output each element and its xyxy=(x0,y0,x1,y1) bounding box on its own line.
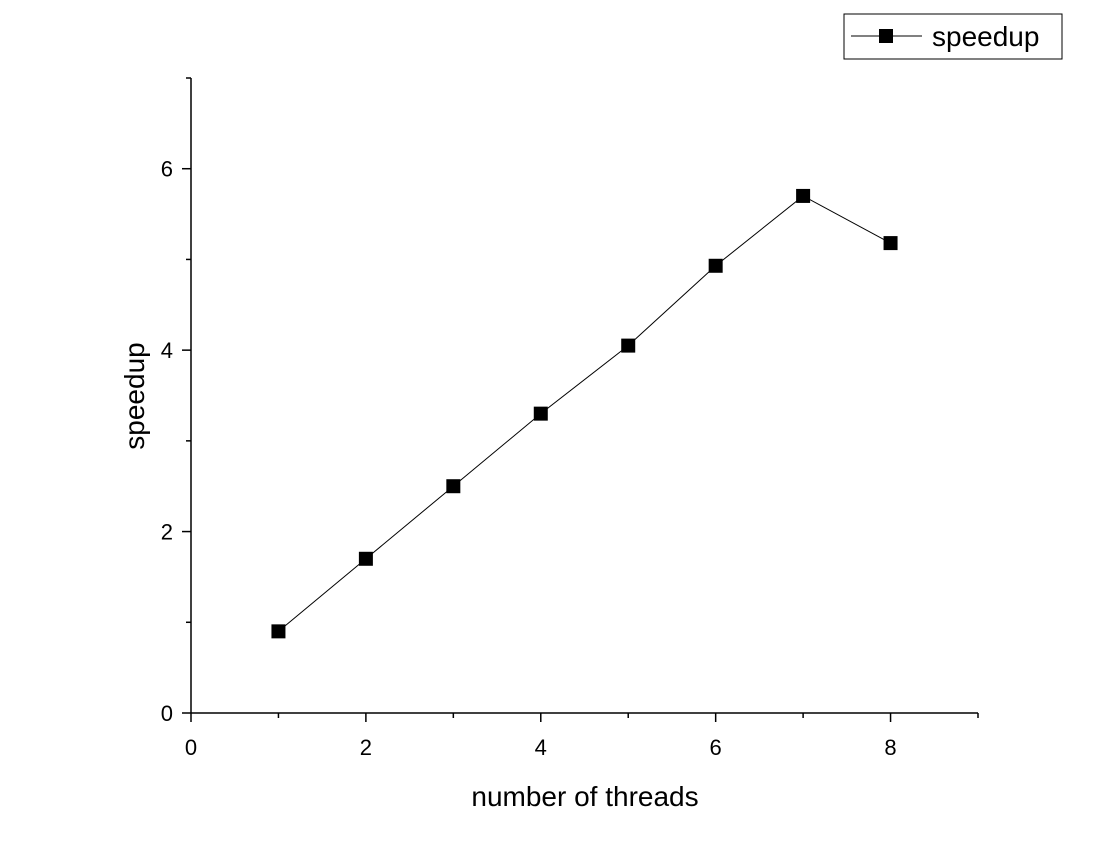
data-point xyxy=(708,258,723,273)
x-tick-label: 4 xyxy=(535,735,547,760)
data-point xyxy=(621,338,636,353)
data-point xyxy=(271,624,286,639)
data-point xyxy=(358,551,373,566)
x-tick-label: 6 xyxy=(710,735,722,760)
data-point xyxy=(446,479,461,494)
data-point xyxy=(796,188,811,203)
x-axis-title: number of threads xyxy=(471,781,698,812)
series-layer xyxy=(271,188,898,639)
x-tick-label: 8 xyxy=(884,735,896,760)
series-line xyxy=(278,195,891,632)
y-tick-label: 4 xyxy=(161,338,173,363)
x-tick-label: 0 xyxy=(185,735,197,760)
axes xyxy=(190,78,978,714)
legend-marker-square xyxy=(879,29,893,43)
data-point xyxy=(883,236,898,251)
x-ticks: 0 2 4 6 8 xyxy=(185,713,979,760)
x-tick-label: 2 xyxy=(360,735,372,760)
y-tick-label: 2 xyxy=(161,520,173,545)
y-tick-label: 0 xyxy=(161,701,173,726)
legend: speedup xyxy=(843,13,1063,60)
data-point xyxy=(533,406,548,421)
legend-label: speedup xyxy=(932,21,1039,52)
y-tick-label: 6 xyxy=(161,157,173,182)
y-axis-title: speedup xyxy=(119,342,150,449)
y-ticks: 0 2 4 6 xyxy=(161,77,191,726)
